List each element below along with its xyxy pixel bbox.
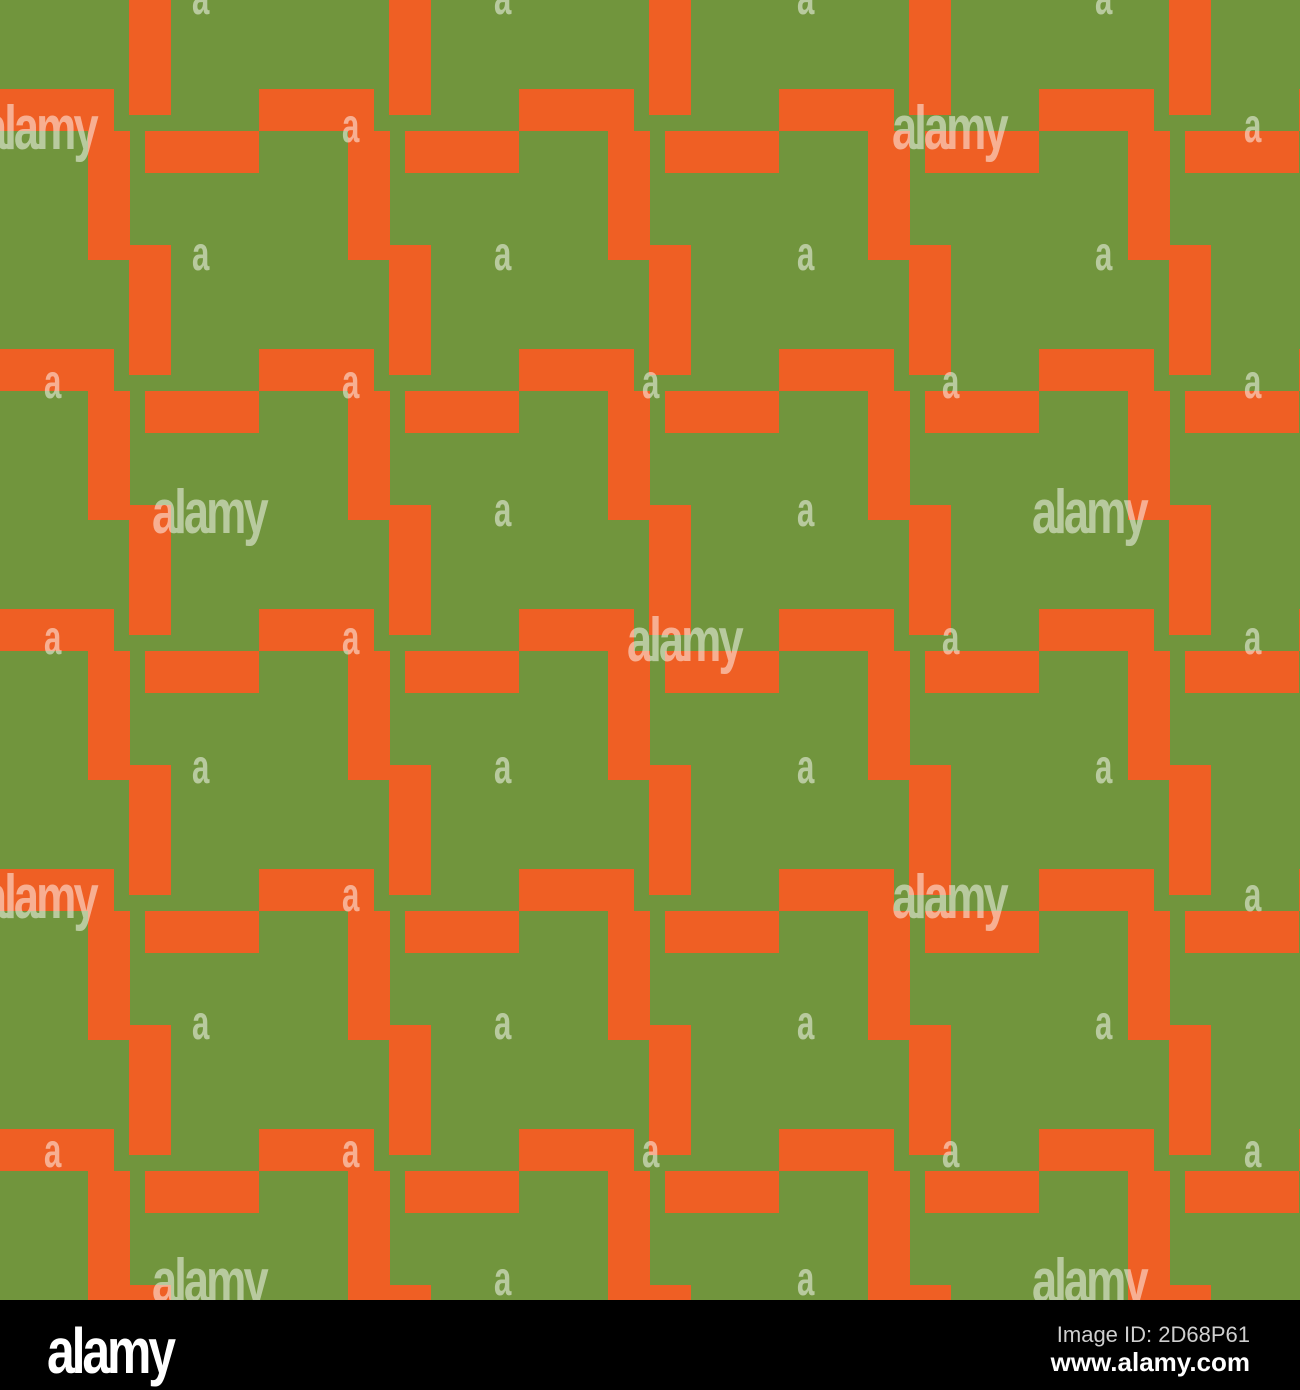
svg-text:alamy: alamy (0, 862, 98, 932)
svg-text:a: a (942, 1123, 960, 1178)
svg-text:alamy: alamy (1032, 477, 1148, 547)
svg-text:a: a (942, 354, 960, 409)
svg-text:a: a (494, 739, 512, 794)
svg-text:a: a (642, 1123, 660, 1178)
svg-text:alamy: alamy (1032, 1246, 1148, 1300)
svg-text:a: a (942, 610, 960, 665)
svg-text:a: a (1095, 226, 1113, 281)
svg-text:a: a (494, 995, 512, 1050)
svg-text:a: a (797, 0, 815, 25)
svg-text:a: a (494, 1251, 512, 1300)
svg-text:a: a (1244, 98, 1262, 153)
svg-text:alamy: alamy (627, 605, 743, 675)
svg-text:a: a (1095, 995, 1113, 1050)
svg-text:a: a (642, 354, 660, 409)
svg-text:a: a (797, 739, 815, 794)
svg-text:a: a (44, 354, 62, 409)
svg-text:a: a (342, 610, 360, 665)
svg-text:a: a (342, 1123, 360, 1178)
svg-text:a: a (494, 482, 512, 537)
svg-text:a: a (192, 995, 210, 1050)
svg-text:a: a (494, 0, 512, 25)
svg-text:a: a (1095, 0, 1113, 25)
svg-text:a: a (44, 1123, 62, 1178)
svg-text:a: a (342, 98, 360, 153)
svg-text:alamy: alamy (892, 862, 1008, 932)
svg-text:a: a (192, 739, 210, 794)
svg-text:a: a (342, 354, 360, 409)
svg-text:a: a (797, 1251, 815, 1300)
svg-text:alamy: alamy (152, 1246, 268, 1300)
svg-text:a: a (192, 226, 210, 281)
svg-text:a: a (342, 867, 360, 922)
svg-text:a: a (494, 226, 512, 281)
svg-text:a: a (1244, 610, 1262, 665)
svg-text:a: a (44, 610, 62, 665)
svg-text:alamy: alamy (892, 93, 1008, 163)
svg-text:alamy: alamy (0, 93, 98, 163)
svg-text:alamy: alamy (152, 477, 268, 547)
svg-text:a: a (1244, 1123, 1262, 1178)
svg-text:a: a (797, 226, 815, 281)
svg-text:a: a (1244, 867, 1262, 922)
svg-text:a: a (797, 482, 815, 537)
svg-text:a: a (192, 0, 210, 25)
svg-text:a: a (797, 995, 815, 1050)
svg-text:a: a (1244, 354, 1262, 409)
svg-text:a: a (1095, 739, 1113, 794)
